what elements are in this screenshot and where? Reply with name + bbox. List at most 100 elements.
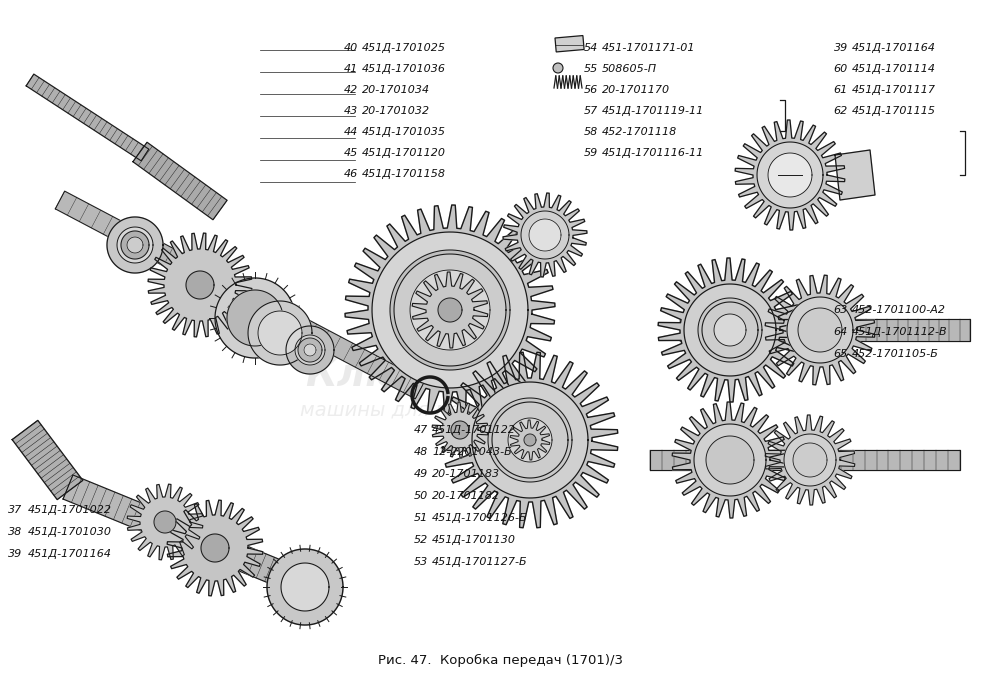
Polygon shape	[765, 415, 855, 505]
Text: 451Д-1701130: 451Д-1701130	[432, 535, 516, 545]
Polygon shape	[227, 290, 283, 346]
Polygon shape	[215, 278, 295, 358]
Polygon shape	[784, 434, 836, 486]
Text: 50: 50	[414, 491, 428, 501]
Polygon shape	[12, 421, 83, 500]
Polygon shape	[55, 191, 425, 399]
Text: 57: 57	[584, 106, 598, 116]
Text: 49: 49	[414, 469, 428, 479]
Polygon shape	[201, 534, 229, 562]
Text: 452-1701118: 452-1701118	[602, 127, 677, 137]
Polygon shape	[488, 398, 572, 482]
Text: Рис. 47.  Коробка передач (1701)/3: Рис. 47. Коробка передач (1701)/3	[378, 653, 622, 666]
Text: 54: 54	[584, 43, 598, 53]
Polygon shape	[186, 271, 214, 299]
Text: 60: 60	[834, 64, 848, 74]
Text: 451Д-1701112-В: 451Д-1701112-В	[852, 327, 948, 337]
Polygon shape	[757, 142, 823, 208]
Text: 20-1701032: 20-1701032	[362, 106, 430, 116]
Polygon shape	[295, 335, 325, 365]
Text: 42: 42	[344, 85, 358, 95]
Polygon shape	[451, 421, 469, 439]
Polygon shape	[432, 402, 488, 458]
Text: 451Д-1701025: 451Д-1701025	[362, 43, 446, 53]
Polygon shape	[658, 258, 802, 402]
Polygon shape	[650, 450, 960, 470]
Text: 452-1701100-А2: 452-1701100-А2	[852, 305, 946, 315]
Polygon shape	[281, 563, 329, 611]
Text: 451Д-1701036: 451Д-1701036	[362, 64, 446, 74]
Polygon shape	[117, 227, 153, 263]
Text: 44: 44	[344, 127, 358, 137]
Text: 47: 47	[414, 425, 428, 435]
Text: 451Д-1701164: 451Д-1701164	[28, 549, 112, 559]
Text: 451Д-1701030: 451Д-1701030	[28, 527, 112, 537]
Polygon shape	[121, 231, 149, 259]
Text: 51: 51	[414, 513, 428, 523]
Text: 508605-П: 508605-П	[602, 64, 657, 74]
Text: 41: 41	[344, 64, 358, 74]
Text: 43: 43	[344, 106, 358, 116]
Polygon shape	[442, 352, 618, 528]
Polygon shape	[167, 500, 263, 596]
Text: 61: 61	[834, 85, 848, 95]
Text: 46: 46	[344, 169, 358, 179]
Text: 48: 48	[414, 447, 428, 457]
Polygon shape	[258, 311, 302, 355]
Polygon shape	[472, 382, 588, 498]
Text: 56: 56	[584, 85, 598, 95]
Polygon shape	[372, 232, 528, 388]
Polygon shape	[768, 153, 812, 197]
Text: 20-1701183: 20-1701183	[432, 469, 500, 479]
Text: 20-1701170: 20-1701170	[602, 85, 670, 95]
Polygon shape	[154, 511, 176, 533]
Text: 52: 52	[414, 535, 428, 545]
Text: 451Д-1701114: 451Д-1701114	[852, 64, 936, 74]
Text: 451Д-1701116-11: 451Д-1701116-11	[602, 148, 704, 158]
Polygon shape	[127, 237, 143, 253]
Polygon shape	[793, 443, 827, 477]
Polygon shape	[410, 270, 490, 350]
Text: 20-1701182: 20-1701182	[432, 491, 500, 501]
Text: 451Д-1701022: 451Д-1701022	[28, 505, 112, 515]
Polygon shape	[26, 74, 149, 161]
Polygon shape	[680, 319, 970, 341]
Polygon shape	[714, 314, 746, 346]
Text: машины для машины: машины для машины	[300, 400, 520, 419]
Polygon shape	[529, 219, 561, 251]
Polygon shape	[702, 302, 758, 358]
Polygon shape	[787, 297, 853, 363]
Text: 63: 63	[834, 305, 848, 315]
Text: 39: 39	[8, 549, 22, 559]
Polygon shape	[304, 344, 316, 356]
Text: 39: 39	[834, 43, 848, 53]
Polygon shape	[412, 272, 488, 348]
Polygon shape	[438, 298, 462, 322]
Text: 451Д-1701119-11: 451Д-1701119-11	[602, 106, 704, 116]
Text: 40: 40	[344, 43, 358, 53]
Polygon shape	[148, 233, 252, 337]
Polygon shape	[298, 338, 322, 362]
Text: 451-1701171-01: 451-1701171-01	[602, 43, 696, 53]
Text: 62: 62	[834, 106, 848, 116]
Text: 451Д-1701158: 451Д-1701158	[362, 169, 446, 179]
Polygon shape	[765, 275, 875, 385]
Polygon shape	[63, 475, 325, 602]
Polygon shape	[107, 217, 163, 273]
Text: 58: 58	[584, 127, 598, 137]
Text: 451Д-1701164: 451Д-1701164	[852, 43, 936, 53]
Polygon shape	[735, 120, 845, 230]
Text: 45: 45	[344, 148, 358, 158]
Text: 53: 53	[414, 557, 428, 567]
Polygon shape	[533, 223, 557, 247]
Polygon shape	[698, 298, 762, 362]
Polygon shape	[267, 549, 343, 625]
Polygon shape	[133, 142, 227, 220]
Polygon shape	[394, 254, 506, 366]
Polygon shape	[248, 301, 312, 365]
Polygon shape	[492, 402, 568, 478]
Polygon shape	[127, 484, 203, 560]
Text: 65: 65	[834, 349, 848, 359]
Text: 59: 59	[584, 148, 598, 158]
Polygon shape	[345, 205, 555, 415]
